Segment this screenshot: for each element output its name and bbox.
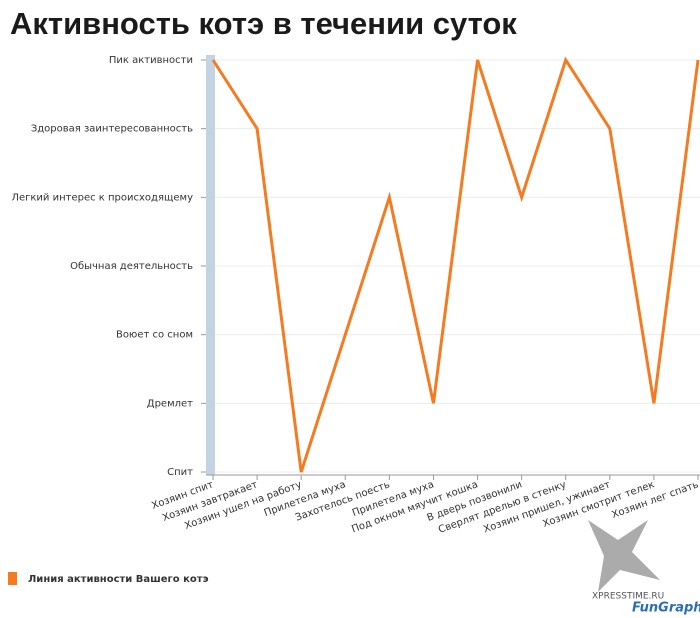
y-tick-label: Легкий интерес к происходящему <box>11 192 193 203</box>
y-tick-label: Спит <box>167 467 193 478</box>
watermark-text: FunGraph <box>632 601 700 616</box>
watermark-text: XPRESSTIME.RU <box>592 592 664 602</box>
legend-swatch <box>8 572 17 585</box>
legend-label: Линия активности Вашего котэ <box>28 574 209 585</box>
y-tick-label: Воюет со сном <box>116 330 193 341</box>
y-axis-bar <box>206 55 215 475</box>
data-line <box>211 56 700 473</box>
y-tick-label: Обычная деятельность <box>70 261 193 272</box>
y-tick-label: Пик активности <box>109 55 193 66</box>
y-tick-label: Дремлет <box>147 398 193 409</box>
watermark-shape <box>588 520 660 592</box>
y-tick-label: Здоровая заинтересованность <box>31 124 193 135</box>
chart-title: Активность котэ в течении суток <box>10 6 517 41</box>
